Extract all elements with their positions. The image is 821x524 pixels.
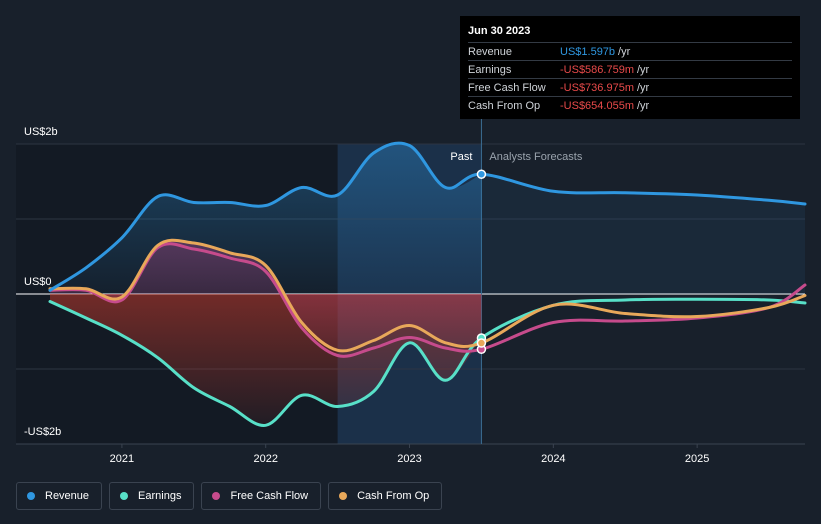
legend-item-revenue[interactable]: Revenue (16, 482, 103, 510)
cash-from-op-marker (476, 338, 487, 348)
x-tick-label: 2022 (253, 453, 277, 465)
y-tick-label: -US$2b (24, 426, 61, 438)
legend-dot-icon (339, 492, 348, 500)
legend-item-earnings[interactable]: Earnings (109, 482, 195, 510)
legend-dot-icon (212, 492, 221, 500)
legend-item-cash-from-op[interactable]: Cash From Op (328, 482, 443, 510)
tooltip-row-free-cash-flow: Free Cash Flow -US$736.975m /yr (468, 78, 792, 96)
tooltip-row-cash-from-op: Cash From Op -US$654.055m /yr (468, 96, 792, 114)
legend-item-free-cash-flow[interactable]: Free Cash Flow (201, 482, 322, 510)
tooltip-name: Revenue (468, 45, 513, 58)
x-tick-label: 2025 (685, 453, 709, 465)
cash-from-op-area (50, 240, 482, 351)
tooltip-value: US$1.597b (560, 45, 616, 58)
forecast-label: Analysts Forecasts (489, 151, 582, 163)
tooltip-name: Cash From Op (468, 99, 541, 112)
x-tick-label: 2023 (397, 453, 421, 465)
legend-label: Earnings (138, 490, 182, 502)
tooltip-value: -US$654.055m (560, 99, 634, 112)
tooltip-name: Earnings (468, 63, 512, 76)
legend-dot-icon (27, 492, 35, 500)
legend-dot-icon (120, 492, 129, 500)
tooltip-unit: /yr (637, 63, 650, 76)
tooltip-date: Jun 30 2023 (468, 25, 531, 37)
cash-from-op-line (48, 238, 807, 353)
legend-label: Revenue (45, 490, 90, 502)
earnings-line (48, 297, 807, 427)
past-label: Past (450, 151, 472, 163)
tooltip-row-revenue: Revenue US$1.597b /yr (468, 42, 792, 60)
tooltip-value: -US$736.975m (560, 81, 634, 94)
y-tick-label: US$2b (24, 126, 58, 138)
legend: Revenue Earnings Free Cash Flow Cash Fro… (16, 482, 443, 510)
x-tick-label: 2024 (541, 453, 565, 465)
tooltip-unit: /yr (618, 45, 631, 58)
tooltip-row-earnings: Earnings -US$586.759m /yr (468, 60, 792, 78)
revenue-forecast-area (481, 174, 805, 294)
legend-label: Cash From Op (357, 490, 430, 502)
tooltip: Jun 30 2023 Revenue US$1.597b /yr Earnin… (460, 16, 800, 119)
x-tick-label: 2021 (110, 453, 134, 465)
tooltip-name: Free Cash Flow (468, 81, 546, 94)
legend-label: Free Cash Flow (230, 490, 309, 502)
tooltip-unit: /yr (637, 81, 650, 94)
tooltip-unit: /yr (637, 99, 650, 112)
tooltip-value: -US$586.759m (560, 63, 634, 76)
revenue-marker (476, 169, 487, 179)
revenue-line (48, 141, 807, 292)
y-tick-label: US$0 (24, 276, 52, 288)
